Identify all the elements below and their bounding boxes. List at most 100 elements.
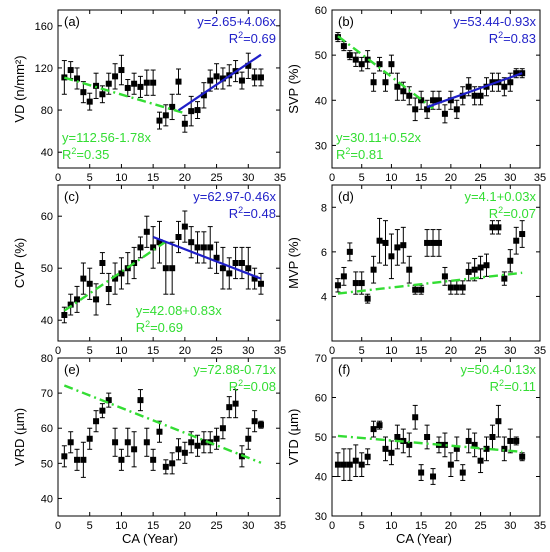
data-point bbox=[459, 92, 466, 99]
panel-e: 0 5 10 15 20 25 30 35 40 50 60 70 80 VRD (µm) (e) y=72.… bbox=[12, 353, 286, 532]
data-point bbox=[257, 280, 264, 287]
y-axis-label: SVP (%) bbox=[286, 64, 301, 114]
x-tick-label: 15 bbox=[147, 345, 159, 357]
data-point bbox=[200, 439, 207, 446]
data-point bbox=[471, 266, 478, 273]
data-point bbox=[156, 117, 163, 124]
data-point bbox=[112, 439, 119, 446]
x-tick-label: 5 bbox=[359, 345, 365, 357]
fit-line-green bbox=[337, 35, 434, 110]
x-axis-title-right: CA (Year) bbox=[396, 531, 452, 546]
data-point bbox=[382, 79, 389, 86]
data-point bbox=[489, 224, 496, 231]
data-point bbox=[245, 435, 252, 442]
data-point bbox=[394, 244, 401, 251]
x-axis-title-left: CA (Year) bbox=[122, 531, 178, 546]
plot-frame bbox=[331, 9, 541, 169]
data-point bbox=[441, 110, 448, 117]
x-tick-label: 35 bbox=[274, 345, 286, 357]
x-tick-label: 10 bbox=[385, 345, 397, 357]
data-point bbox=[124, 439, 131, 446]
data-point bbox=[465, 268, 472, 275]
data-point bbox=[412, 414, 419, 421]
data-point bbox=[418, 97, 425, 104]
x-tick-label: 5 bbox=[87, 172, 93, 184]
x-tick-label: 20 bbox=[445, 520, 457, 532]
y-tick-label: 30 bbox=[315, 511, 327, 523]
data-point bbox=[513, 437, 520, 444]
data-point bbox=[376, 422, 383, 429]
data-point bbox=[501, 275, 508, 282]
y-tick-label: 60 bbox=[41, 423, 53, 435]
fit-equation: y=4.1+0.03x bbox=[464, 189, 536, 204]
data-point bbox=[358, 461, 365, 468]
fit-line-green bbox=[337, 434, 523, 454]
data-point bbox=[340, 461, 347, 468]
y-axis-label: VD (n/mm²) bbox=[12, 55, 27, 122]
x-tick-label: 20 bbox=[179, 172, 191, 184]
data-point bbox=[93, 296, 100, 303]
plot-frame bbox=[57, 184, 281, 342]
data-point bbox=[430, 473, 437, 480]
data-point bbox=[501, 83, 508, 90]
data-point bbox=[453, 445, 460, 452]
y-tick-label: 40 bbox=[41, 493, 53, 505]
data-point bbox=[232, 400, 239, 407]
data-point bbox=[406, 441, 413, 448]
data-point bbox=[105, 80, 112, 87]
data-point bbox=[483, 445, 490, 452]
data-point bbox=[340, 43, 347, 50]
y-tick-label: 6 bbox=[321, 247, 327, 259]
data-point bbox=[137, 397, 144, 404]
data-point bbox=[188, 239, 195, 246]
data-point bbox=[394, 434, 401, 440]
data-point bbox=[435, 97, 442, 104]
data-point bbox=[61, 312, 68, 318]
plot-frame bbox=[57, 9, 281, 169]
x-tick-label: 35 bbox=[534, 520, 546, 532]
x-tick-label: 15 bbox=[415, 172, 427, 184]
data-point bbox=[112, 73, 119, 80]
y-tick-label: 80 bbox=[41, 105, 53, 117]
data-point bbox=[388, 253, 395, 260]
data-point bbox=[207, 77, 214, 84]
data-point bbox=[238, 77, 245, 84]
data-point bbox=[459, 469, 466, 476]
fit-r-squared: R2=0.35 bbox=[62, 146, 109, 162]
y-axis-label: MVP (%) bbox=[286, 237, 301, 289]
data-point bbox=[257, 421, 264, 428]
x-tick-label: 15 bbox=[147, 172, 159, 184]
data-point bbox=[86, 98, 93, 105]
fit-r-squared: R2=0.83 bbox=[489, 30, 536, 46]
data-point bbox=[257, 74, 264, 81]
data-point bbox=[143, 79, 150, 86]
data-point bbox=[80, 89, 87, 96]
x-tick-label: 10 bbox=[115, 172, 127, 184]
panel-letter: (a) bbox=[64, 14, 80, 29]
fit-r-squared: R2=0.81 bbox=[336, 146, 383, 162]
data-point bbox=[447, 461, 454, 468]
data-point bbox=[430, 97, 437, 104]
data-point bbox=[219, 425, 226, 432]
data-point bbox=[137, 83, 144, 90]
fit-r-squared: R2=0.11 bbox=[490, 378, 536, 394]
fit-r-squared: R2=0.69 bbox=[136, 319, 183, 335]
y-tick-label: 70 bbox=[315, 353, 327, 365]
x-tick-label: 20 bbox=[445, 172, 457, 184]
panel-b: 0 5 10 15 20 25 30 35 30 40 50 60 SVP (%) (b) y=53.44-… bbox=[286, 5, 546, 184]
data-point bbox=[382, 445, 389, 452]
x-tick-label: 20 bbox=[179, 345, 191, 357]
fit-r-squared: R2=0.48 bbox=[229, 205, 276, 221]
x-tick-label: 30 bbox=[504, 172, 516, 184]
data-point bbox=[188, 108, 195, 115]
data-point bbox=[424, 239, 431, 246]
y-tick-label: 160 bbox=[35, 21, 53, 33]
data-point bbox=[418, 469, 425, 476]
x-tick-label: 35 bbox=[534, 172, 546, 184]
x-tick-label: 30 bbox=[504, 520, 516, 532]
data-point bbox=[394, 83, 401, 90]
data-point bbox=[219, 265, 226, 272]
x-tick-label: 35 bbox=[534, 345, 546, 357]
data-point bbox=[507, 437, 514, 444]
